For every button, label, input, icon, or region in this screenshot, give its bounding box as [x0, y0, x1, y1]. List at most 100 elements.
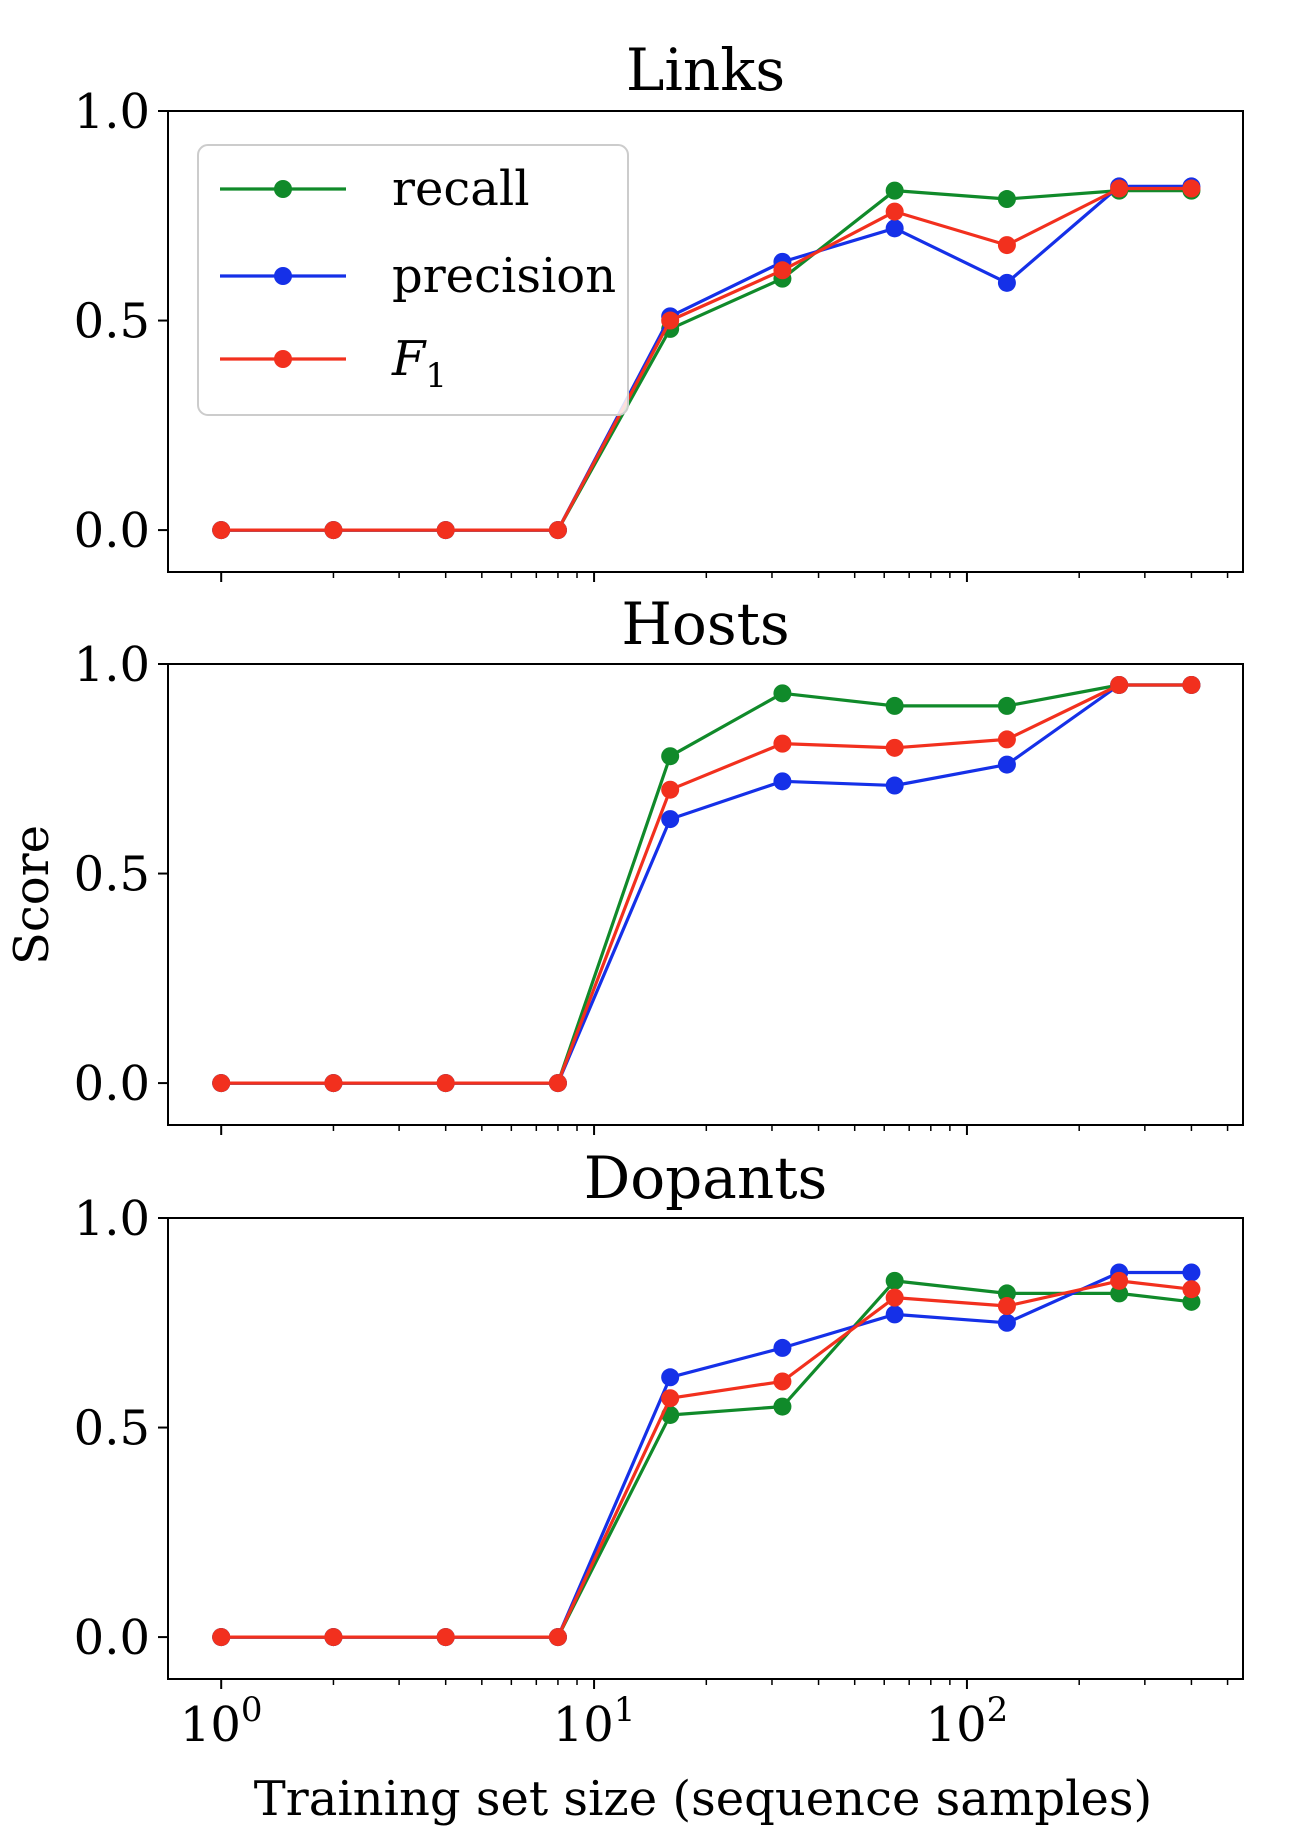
data-point	[885, 1271, 904, 1290]
series-f1	[212, 179, 1201, 540]
data-point	[885, 219, 904, 238]
data-point	[212, 1074, 231, 1093]
y-axis-label: Score	[4, 825, 60, 965]
y-tick-label: 1.0	[74, 637, 150, 693]
y-tick-label: 1.0	[74, 84, 150, 140]
series-precision	[212, 675, 1201, 1093]
data-point	[436, 1074, 455, 1093]
panel-hosts: Hosts 0.0 0.5 1.0	[74, 590, 1244, 1135]
data-point	[436, 521, 455, 540]
data-point	[997, 1284, 1016, 1303]
panel-title: Links	[626, 36, 785, 104]
legend-label: precision	[392, 248, 616, 304]
series-line	[221, 1270, 1192, 1639]
plot-frame	[167, 110, 1244, 573]
data-point	[885, 776, 904, 795]
legend-label: F1	[391, 331, 447, 396]
data-point	[1182, 1292, 1201, 1311]
data-point	[773, 1372, 792, 1391]
series-line	[221, 1279, 1192, 1639]
series-f1	[212, 675, 1201, 1093]
data-point	[885, 696, 904, 715]
data-point	[1110, 179, 1129, 198]
data-point	[548, 1628, 567, 1647]
panel-dopants: Dopants 0.0 0.5 1.0 100 101 102	[74, 1144, 1244, 1753]
panel-links: Links 0.0 0.5 1.0	[74, 36, 1244, 582]
legend-label: recall	[392, 161, 530, 217]
data-point	[1110, 1284, 1129, 1303]
series-line	[221, 683, 1192, 1085]
panel-title: Hosts	[621, 590, 789, 658]
data-point	[997, 236, 1016, 255]
legend-item-precision: precision	[220, 248, 616, 304]
data-point	[773, 1397, 792, 1416]
data-point	[773, 734, 792, 753]
data-point	[997, 190, 1016, 209]
data-point	[885, 1305, 904, 1324]
legend-marker	[274, 350, 292, 368]
data-point	[885, 202, 904, 221]
data-point	[324, 521, 343, 540]
data-point	[1110, 675, 1129, 694]
y-tick-label: 0.5	[74, 294, 150, 350]
data-point	[773, 261, 792, 280]
series-f1	[212, 1271, 1201, 1647]
data-point	[661, 780, 680, 799]
series-recall	[212, 675, 1201, 1093]
data-point	[997, 696, 1016, 715]
y-tick-label: 0.0	[74, 1610, 150, 1666]
data-point	[212, 1628, 231, 1647]
x-axis-label: Training set size (sequence samples)	[254, 1771, 1153, 1827]
x-tick-label: 101	[553, 1690, 636, 1753]
plot-frame	[167, 663, 1244, 1126]
data-point	[997, 730, 1016, 749]
data-point	[324, 1628, 343, 1647]
series-line	[221, 683, 1192, 1085]
data-point	[1182, 1280, 1201, 1299]
data-point	[324, 1074, 343, 1093]
data-point	[773, 1338, 792, 1357]
data-point	[661, 311, 680, 330]
data-point	[661, 1389, 680, 1408]
data-point	[1182, 1263, 1201, 1282]
data-point	[212, 521, 231, 540]
panels: Links 0.0 0.5 1.0 Hosts 0.0 0.5 1.0 Dopants 0.0 0.…	[74, 36, 1244, 1753]
series-precision	[212, 1263, 1201, 1647]
data-point	[661, 747, 680, 766]
y-tick-label: 0.0	[74, 1056, 150, 1112]
data-point	[885, 181, 904, 200]
data-point	[548, 521, 567, 540]
legend-marker	[274, 267, 292, 285]
x-tick-label: 100	[180, 1690, 263, 1753]
data-point	[773, 772, 792, 791]
data-point	[773, 684, 792, 703]
y-tick-label: 0.5	[74, 847, 150, 903]
data-point	[661, 1368, 680, 1387]
y-tick-label: 1.0	[74, 1191, 150, 1247]
series-recall	[212, 1271, 1201, 1647]
series-line	[221, 1279, 1192, 1639]
data-point	[997, 1297, 1016, 1316]
legend-item-recall: recall	[220, 161, 530, 217]
data-point	[1110, 1271, 1129, 1290]
data-point	[997, 1313, 1016, 1332]
data-point	[997, 273, 1016, 292]
series-line	[221, 186, 1192, 532]
legend-item-f1: F1	[220, 331, 447, 396]
data-point	[1182, 675, 1201, 694]
data-point	[885, 738, 904, 757]
data-point	[997, 755, 1016, 774]
data-point	[885, 1288, 904, 1307]
x-tick-label: 102	[926, 1690, 1009, 1753]
data-point	[436, 1628, 455, 1647]
legend-box	[197, 144, 629, 416]
data-point	[1182, 179, 1201, 198]
y-tick-label: 0.5	[74, 1401, 150, 1457]
series-line	[221, 683, 1192, 1085]
data-point	[548, 1074, 567, 1093]
legend-marker	[274, 180, 292, 198]
y-tick-label: 0.0	[74, 503, 150, 559]
plot-frame	[167, 1217, 1244, 1680]
data-point	[661, 810, 680, 829]
